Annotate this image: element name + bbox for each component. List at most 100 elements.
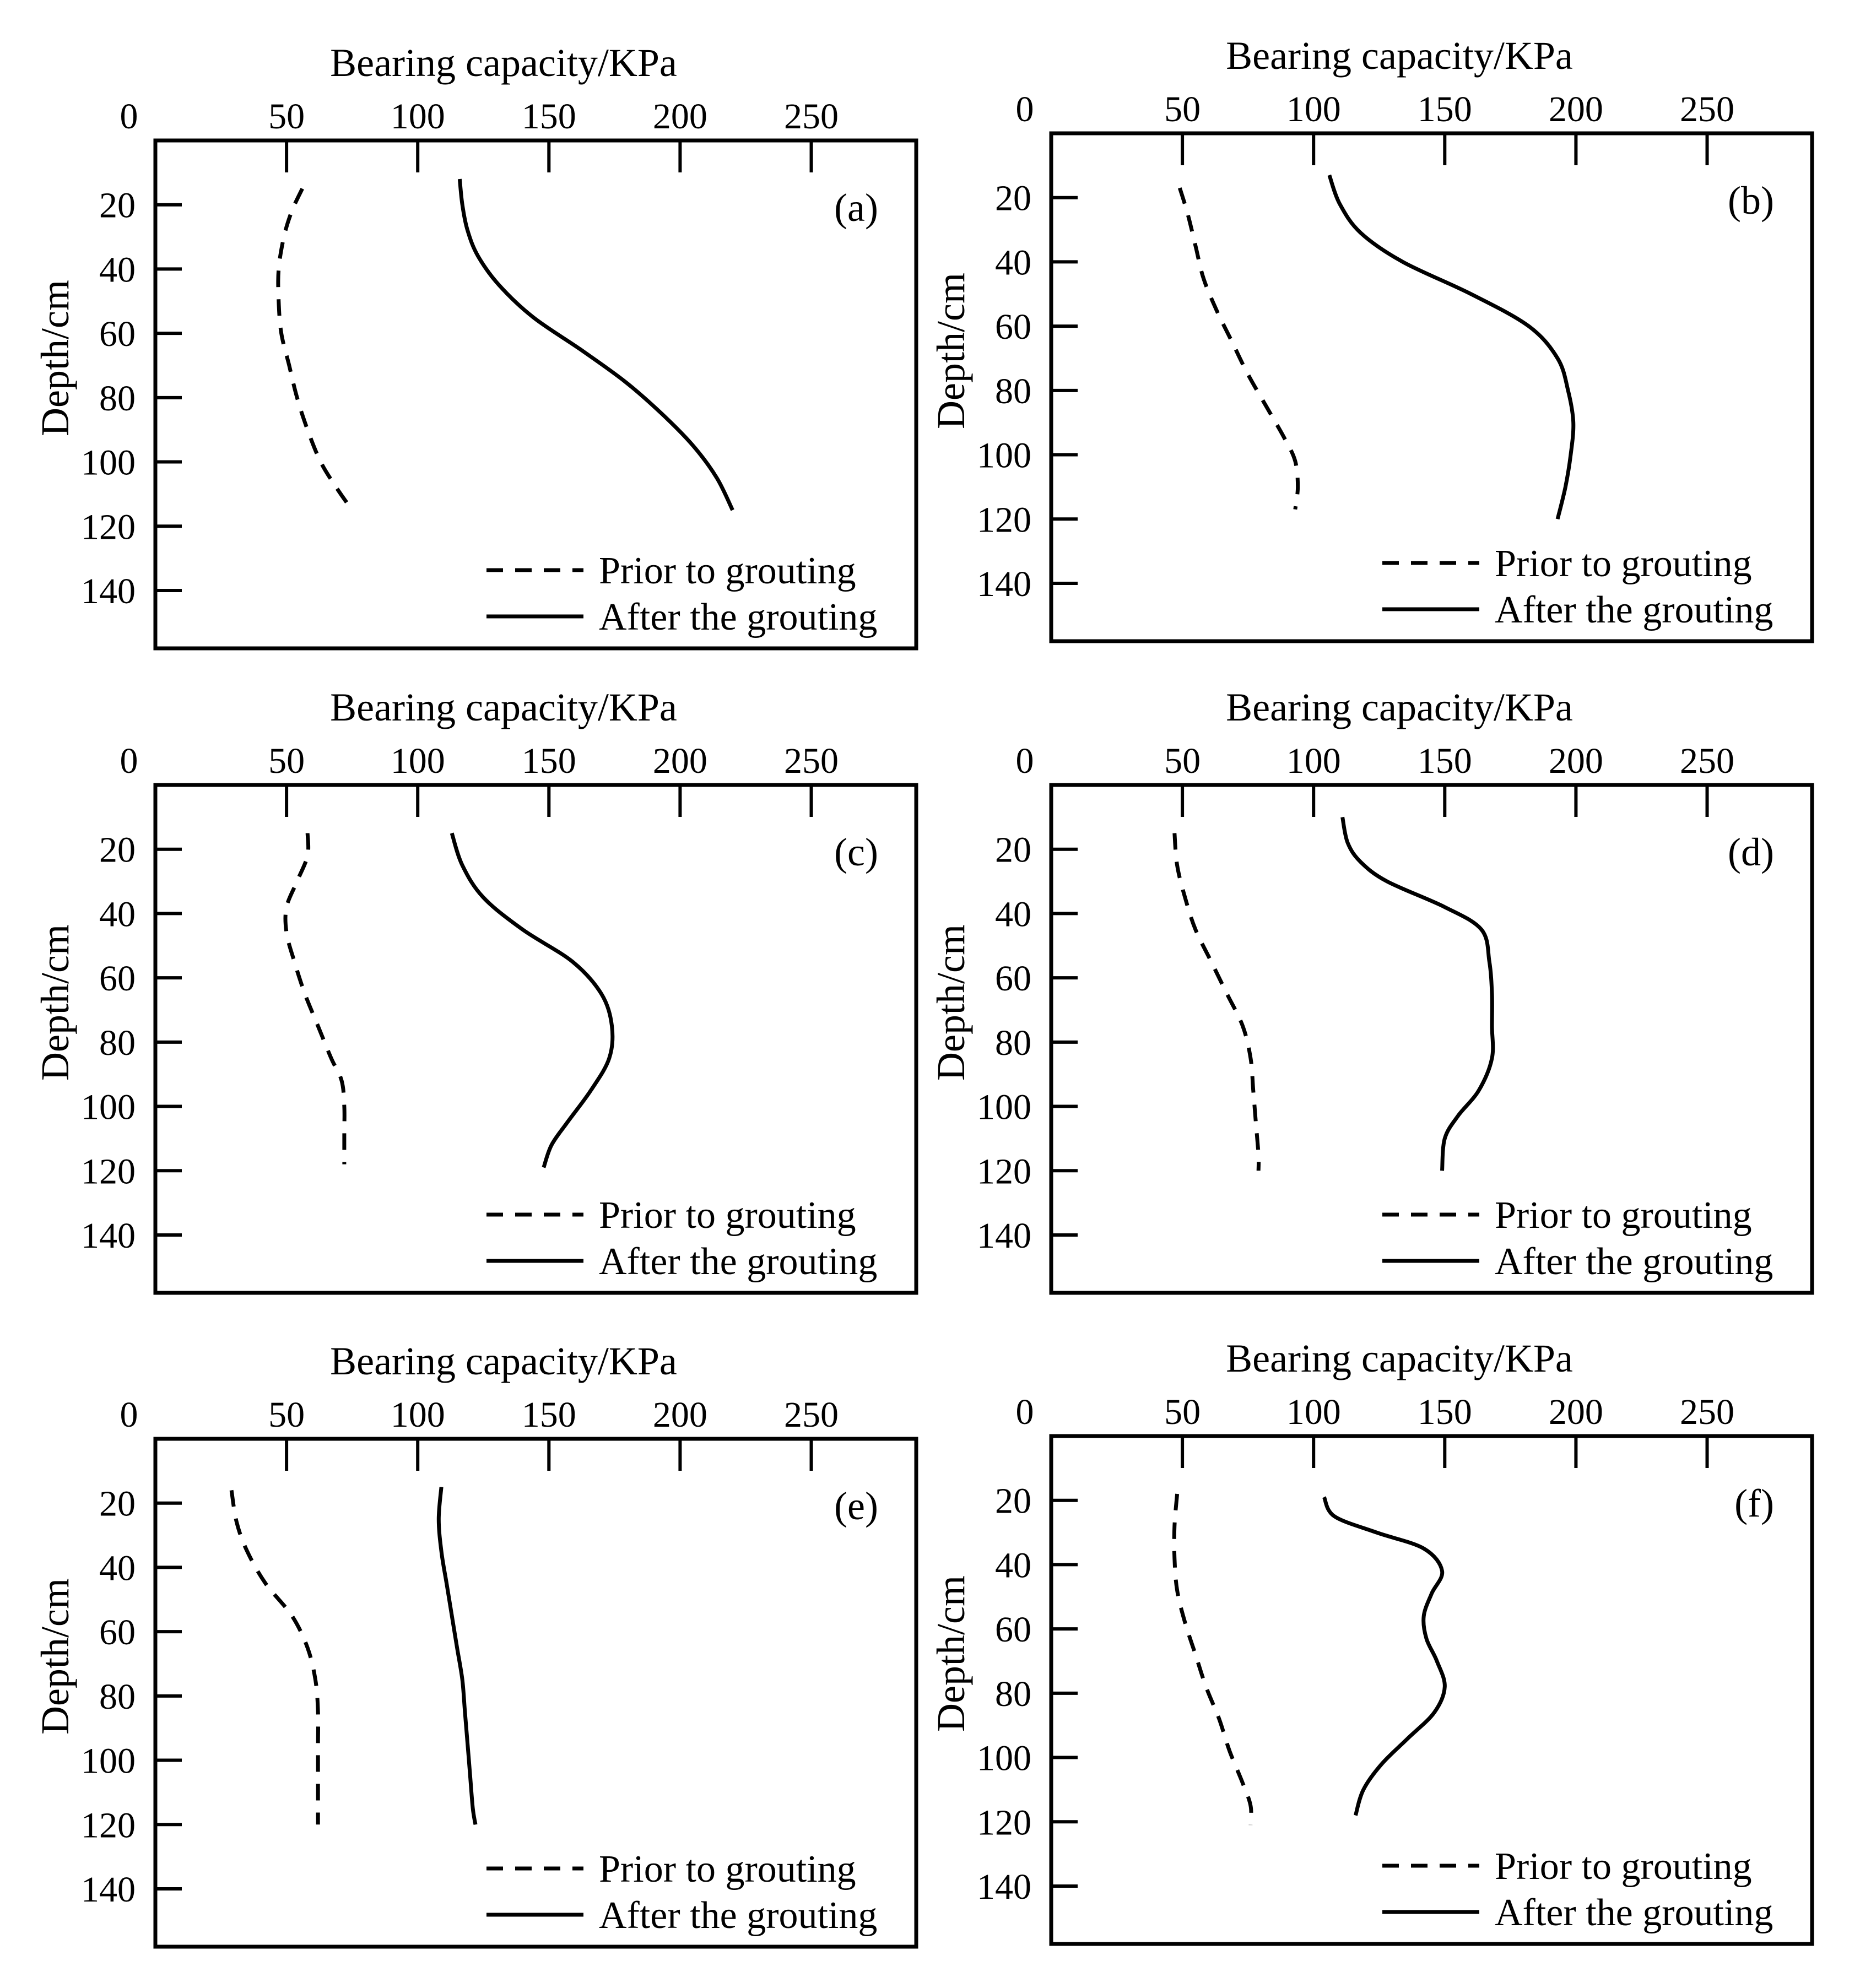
y-tick-label: 20 <box>995 830 1031 870</box>
y-tick-label: 20 <box>99 1484 136 1524</box>
x-tick-label: 200 <box>653 1395 707 1435</box>
panel-label: (b) <box>1728 178 1774 223</box>
x-tick-label: 150 <box>522 96 576 137</box>
plot-frame <box>153 783 918 1295</box>
y-axis-title: Depth/cm <box>33 924 77 1081</box>
y-axis-title: Depth/cm <box>929 273 973 429</box>
y-tick-label: 20 <box>995 178 1031 219</box>
x-tick-label: 150 <box>522 1395 576 1435</box>
y-tick-label: 80 <box>99 1023 136 1063</box>
series-after-grouting <box>1322 1496 1447 1816</box>
x-tick-label: 50 <box>268 741 305 781</box>
y-tick-label: 80 <box>99 1677 136 1717</box>
y-tick-label: 140 <box>81 1870 136 1910</box>
y-tick-label: 140 <box>977 564 1031 604</box>
y-tick-label: 100 <box>81 443 136 483</box>
legend-label: Prior to grouting <box>1495 543 1752 585</box>
chart-panel-f: 0 50 100 150 200 250 20 40 60 80 100 120 140 Bearing … <box>929 1336 1814 1946</box>
x-tick-label: 200 <box>1549 741 1603 781</box>
legend-label: After the grouting <box>1495 1241 1773 1283</box>
x-tick-label: 0 <box>1016 1392 1034 1432</box>
x-tick-label: 50 <box>1164 741 1201 781</box>
x-axis-title: Bearing capacity/KPa <box>1226 34 1573 78</box>
y-tick-label: 60 <box>99 958 136 999</box>
x-tick-label: 0 <box>120 1395 138 1435</box>
series-prior-to-grouting <box>1172 833 1261 1171</box>
y-tick-label: 60 <box>995 1610 1031 1650</box>
panel-label: (f) <box>1734 1481 1774 1525</box>
x-tick-label: 150 <box>1418 741 1472 781</box>
series-after-grouting <box>436 1487 478 1825</box>
panel-label: (d) <box>1728 830 1774 874</box>
legend-label: Prior to grouting <box>599 1194 856 1237</box>
x-tick-label: 150 <box>1418 89 1472 129</box>
x-tick-label: 0 <box>1016 89 1034 129</box>
series-after-grouting <box>1327 174 1576 520</box>
chart-panel-c: 0 50 100 150 200 250 20 40 60 80 100 120 140 Bearing … <box>33 685 918 1295</box>
x-axis-title: Bearing capacity/KPa <box>1226 685 1573 729</box>
y-tick-label: 60 <box>995 307 1031 347</box>
y-tick-label: 120 <box>81 507 136 547</box>
y-tick-label: 40 <box>99 894 136 934</box>
y-tick-label: 100 <box>977 1087 1031 1128</box>
y-axis-title: Depth/cm <box>33 280 77 436</box>
x-tick-label: 150 <box>1418 1392 1472 1432</box>
x-tick-label: 0 <box>120 741 138 781</box>
y-tick-label: 40 <box>995 1545 1031 1585</box>
y-tick-label: 80 <box>995 1023 1031 1063</box>
panel-label: (a) <box>834 186 878 230</box>
x-tick-label: 100 <box>1286 1392 1341 1432</box>
x-tick-label: 200 <box>653 741 707 781</box>
x-tick-label: 50 <box>1164 1392 1201 1432</box>
legend-label: After the grouting <box>1495 589 1773 631</box>
x-tick-label: 0 <box>1016 741 1034 781</box>
x-tick-label: 250 <box>1680 1392 1734 1432</box>
y-tick-label: 20 <box>99 830 136 870</box>
x-tick-label: 100 <box>391 741 445 781</box>
y-tick-label: 120 <box>977 1802 1031 1843</box>
y-axis-title: Depth/cm <box>929 1575 973 1732</box>
y-tick-label: 100 <box>977 436 1031 476</box>
x-tick-label: 100 <box>1286 89 1341 129</box>
y-tick-label: 100 <box>81 1087 136 1128</box>
legend-label: Prior to grouting <box>599 1848 856 1891</box>
chart-panel-a: 0 50 100 150 200 250 20 40 60 80 100 120 140 Bearing … <box>33 41 918 651</box>
legend-label: After the grouting <box>599 596 877 638</box>
plot-frame <box>1049 783 1814 1295</box>
series-after-grouting <box>450 832 615 1168</box>
x-tick-label: 200 <box>1549 89 1603 129</box>
legend-label: Prior to grouting <box>1495 1194 1752 1237</box>
x-axis-title: Bearing capacity/KPa <box>1226 1336 1573 1380</box>
x-tick-label: 250 <box>1680 89 1734 129</box>
y-tick-label: 100 <box>81 1741 136 1781</box>
x-tick-label: 250 <box>784 1395 839 1435</box>
y-tick-label: 40 <box>99 1548 136 1588</box>
series-prior-to-grouting <box>1177 187 1300 510</box>
panel-label: (c) <box>834 830 878 874</box>
series-after-grouting <box>457 178 734 511</box>
y-tick-label: 80 <box>995 371 1031 411</box>
x-tick-label: 50 <box>268 96 305 137</box>
series-prior-to-grouting <box>283 833 347 1164</box>
plot-frame <box>1049 1434 1814 1946</box>
panel-label: (e) <box>834 1484 878 1528</box>
y-tick-label: 140 <box>81 1216 136 1256</box>
x-axis-title: Bearing capacity/KPa <box>330 1339 677 1383</box>
y-tick-label: 140 <box>977 1216 1031 1256</box>
y-tick-label: 120 <box>81 1151 136 1191</box>
x-tick-label: 200 <box>1549 1392 1603 1432</box>
legend-label: After the grouting <box>599 1894 877 1937</box>
y-axis-title: Depth/cm <box>33 1578 77 1735</box>
x-tick-label: 50 <box>1164 89 1201 129</box>
y-tick-label: 140 <box>81 571 136 611</box>
x-tick-label: 0 <box>120 96 138 137</box>
y-tick-label: 40 <box>995 242 1031 283</box>
series-prior-to-grouting <box>1172 1493 1253 1826</box>
y-tick-label: 40 <box>99 250 136 290</box>
y-tick-label: 60 <box>99 1612 136 1653</box>
chart-panel-e: 0 50 100 150 200 250 20 40 60 80 100 120 140 Bearing … <box>33 1339 918 1949</box>
chart-panel-d: 0 50 100 150 200 250 20 40 60 80 100 120 140 Bearing … <box>929 685 1814 1295</box>
y-tick-label: 140 <box>977 1867 1031 1907</box>
y-tick-label: 20 <box>99 186 136 226</box>
x-tick-label: 100 <box>391 1395 445 1435</box>
